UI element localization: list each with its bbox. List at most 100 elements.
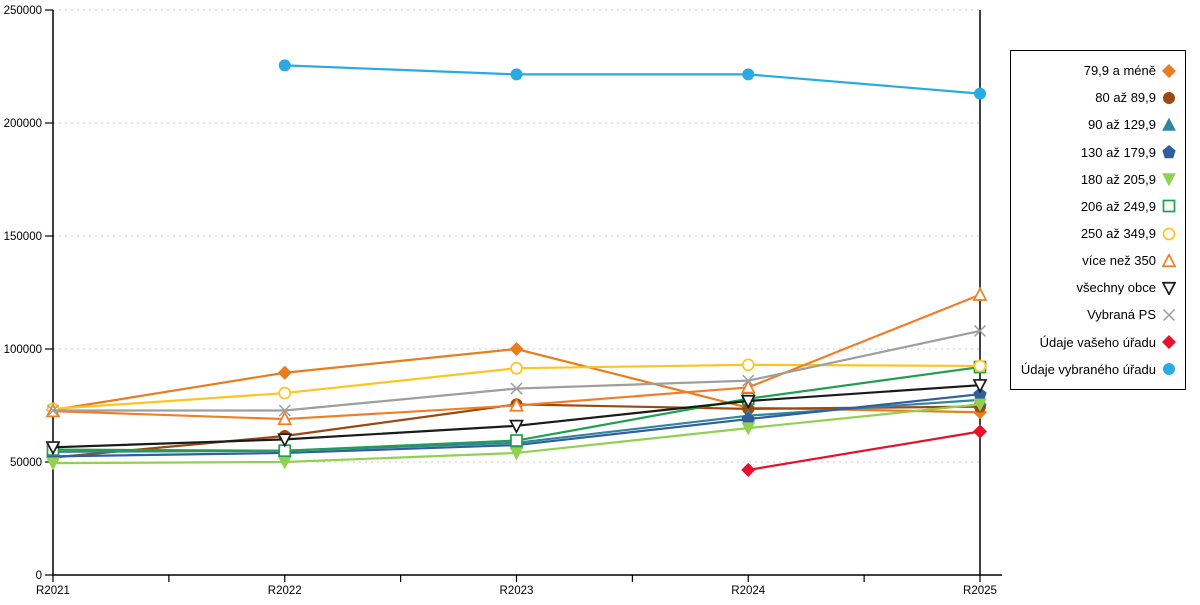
legend-marker-icon bbox=[1163, 91, 1175, 104]
series-9 bbox=[46, 324, 987, 417]
y-tick-label: 250000 bbox=[4, 5, 42, 17]
pentagon-icon bbox=[1162, 145, 1176, 159]
legend-item: 90 až 129,9 bbox=[1011, 113, 1185, 137]
triangle-down-icon bbox=[740, 394, 756, 410]
legend-item: 180 až 205,9 bbox=[1011, 167, 1185, 191]
legend-label: 90 až 129,9 bbox=[1088, 117, 1156, 133]
circle-icon bbox=[1163, 91, 1175, 104]
circle-icon bbox=[973, 359, 987, 373]
triangle-down-icon bbox=[741, 422, 756, 436]
legend-label: 80 až 89,9 bbox=[1095, 90, 1156, 106]
triangle-down-icon bbox=[277, 433, 293, 448]
triangle-up-icon bbox=[740, 379, 756, 394]
legend-marker-icon bbox=[1162, 253, 1176, 267]
legend-item: Údaje vybraného úřadu bbox=[1011, 357, 1185, 381]
legend-marker-icon bbox=[1162, 63, 1176, 78]
y-tick-label: 100000 bbox=[4, 344, 42, 356]
legend-label: 250 až 349,9 bbox=[1080, 226, 1156, 242]
triangle-down-icon bbox=[509, 419, 524, 434]
circle-icon bbox=[1162, 227, 1176, 240]
legend-marker-icon bbox=[1162, 227, 1176, 240]
legend-marker-icon bbox=[1162, 173, 1176, 187]
y-tick-label: 150000 bbox=[4, 231, 42, 243]
diamond-icon bbox=[509, 341, 524, 357]
circle-icon bbox=[278, 59, 291, 72]
series-7 bbox=[45, 286, 988, 426]
triangle-up-icon bbox=[1162, 253, 1176, 267]
legend-marker-icon bbox=[1163, 363, 1175, 376]
y-tick-label: 50000 bbox=[10, 457, 42, 469]
legend-item: Vybraná PS bbox=[1011, 303, 1185, 327]
series-8 bbox=[45, 379, 988, 456]
triangle-down-icon bbox=[1162, 173, 1176, 187]
legend-marker-icon bbox=[1162, 200, 1176, 213]
legend: 79,9 a méně 80 až 89,9 90 až 129,9 130 až 1… bbox=[1010, 50, 1186, 390]
legend-label: Vybraná PS bbox=[1087, 307, 1156, 323]
legend-item: Údaje vašeho úřadu bbox=[1011, 330, 1185, 354]
x-mark-icon bbox=[278, 404, 291, 417]
circle-icon bbox=[742, 68, 755, 81]
legend-label: více než 350 bbox=[1082, 253, 1156, 269]
legend-marker-icon bbox=[1162, 117, 1176, 131]
legend-item: 130 až 179,9 bbox=[1011, 140, 1185, 164]
y-tick-label: 200000 bbox=[4, 118, 42, 130]
series-line bbox=[748, 430, 981, 471]
diamond-icon bbox=[972, 424, 988, 439]
legend-item: více než 350 bbox=[1011, 249, 1185, 273]
legend-label: 206 až 249,9 bbox=[1080, 198, 1156, 214]
triangle-down-icon bbox=[1162, 281, 1176, 295]
legend-label: Údaje vybraného úřadu bbox=[1020, 361, 1156, 377]
circle-icon bbox=[741, 358, 755, 372]
diamond-icon bbox=[1162, 63, 1176, 78]
x-tick-label: R2024 bbox=[731, 585, 765, 597]
triangle-down-icon bbox=[45, 441, 61, 456]
square-icon bbox=[510, 434, 523, 447]
series-10 bbox=[741, 424, 988, 477]
y-tick-label: 0 bbox=[36, 570, 42, 582]
triangle-down-icon bbox=[509, 447, 524, 461]
legend-item: všechny obce bbox=[1011, 276, 1185, 300]
square-icon bbox=[1162, 200, 1176, 213]
legend-item: 206 až 249,9 bbox=[1011, 194, 1185, 218]
legend-label: Údaje vašeho úřadu bbox=[1039, 334, 1156, 350]
circle-icon bbox=[278, 386, 292, 400]
legend-label: všechny obce bbox=[1076, 280, 1157, 296]
circle-icon bbox=[974, 87, 986, 100]
legend-label: 180 až 205,9 bbox=[1080, 171, 1156, 187]
triangle-down-icon bbox=[973, 398, 987, 412]
x-mark-icon bbox=[973, 324, 987, 337]
triangle-down-icon bbox=[972, 379, 988, 394]
x-tick-label: R2025 bbox=[963, 585, 997, 597]
x-mark-icon bbox=[1162, 308, 1176, 322]
triangle-up-icon bbox=[277, 410, 293, 426]
x-mark-icon bbox=[46, 404, 60, 417]
legend-item: 79,9 a méně bbox=[1011, 59, 1185, 83]
legend-item: 80 až 89,9 bbox=[1011, 86, 1185, 110]
x-tick-label: R2023 bbox=[500, 585, 534, 597]
diamond-icon bbox=[1162, 335, 1176, 350]
legend-marker-icon bbox=[1162, 308, 1176, 322]
series-4 bbox=[46, 398, 987, 471]
x-tick-label: R2022 bbox=[268, 585, 302, 597]
legend-marker-icon bbox=[1162, 335, 1176, 350]
legend-label: 79,9 a méně bbox=[1083, 63, 1156, 79]
triangle-up-icon bbox=[972, 286, 988, 301]
legend-marker-icon bbox=[1162, 145, 1176, 159]
legend-item: 250 až 349,9 bbox=[1011, 222, 1185, 246]
x-mark-icon bbox=[742, 374, 755, 387]
circle-icon bbox=[1163, 363, 1175, 376]
diamond-icon bbox=[277, 365, 292, 380]
circle-icon bbox=[510, 361, 523, 375]
x-mark-icon bbox=[510, 382, 523, 395]
legend-marker-icon bbox=[1162, 281, 1176, 295]
series-11 bbox=[278, 59, 986, 100]
diamond-icon bbox=[741, 462, 756, 477]
legend-label: 130 až 179,9 bbox=[1080, 144, 1156, 160]
triangle-down-icon bbox=[46, 457, 60, 471]
x-tick-label: R2021 bbox=[36, 585, 70, 597]
series-6 bbox=[46, 358, 987, 416]
series-line bbox=[284, 64, 981, 95]
circle-icon bbox=[510, 68, 523, 81]
